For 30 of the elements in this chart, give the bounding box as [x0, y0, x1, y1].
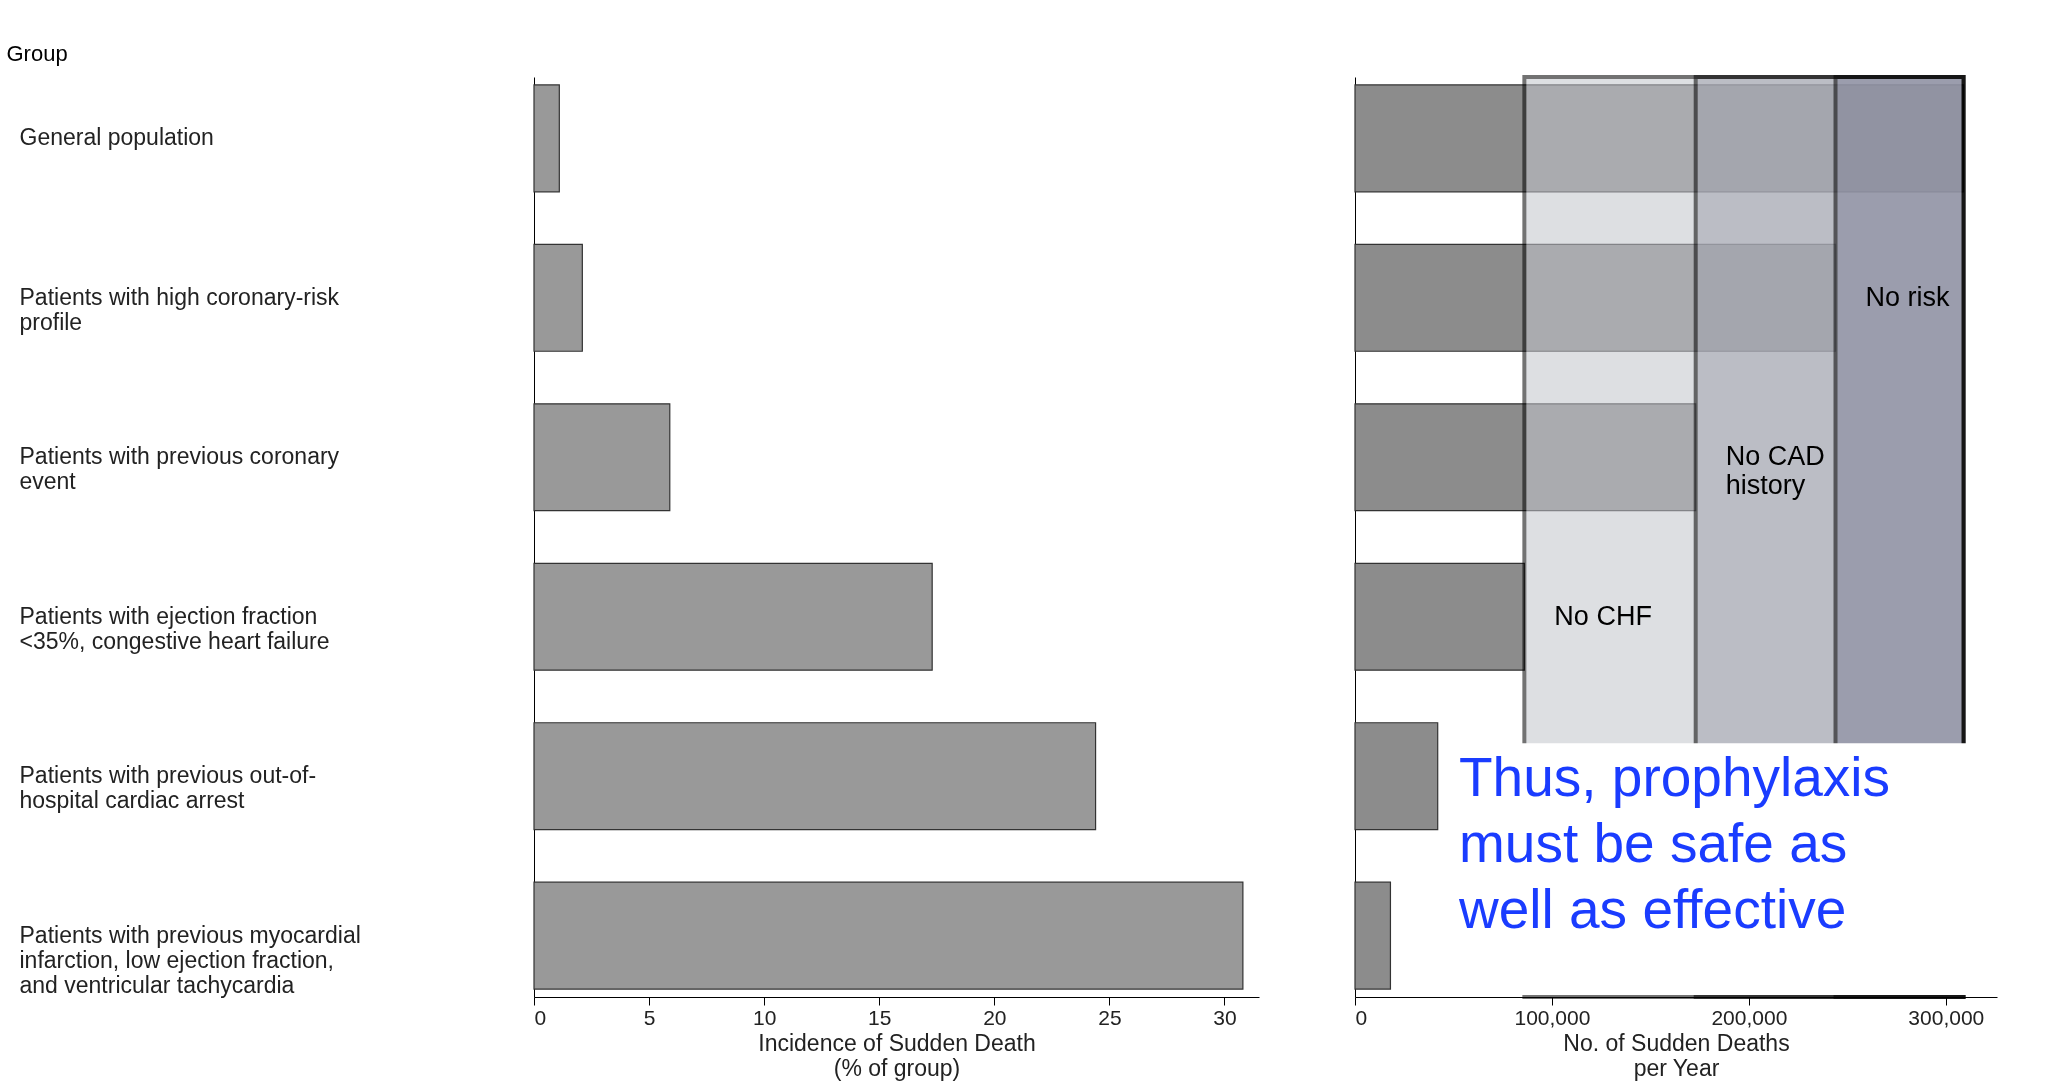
x-tick-label: 15 [868, 1005, 892, 1029]
y-tick-label: Patients with previous out-of-hospital cardiac arrest [19, 762, 317, 814]
y-tick-label: Patients with previous myocardial infarction, low ejection fraction, and ventricular tachycardia [19, 921, 361, 998]
x-tick-label: 200,000 [1711, 1005, 1788, 1029]
bar [533, 881, 1244, 990]
bar [533, 403, 671, 512]
x-tick-label: 300,000 [1908, 1005, 1985, 1029]
bar [533, 84, 560, 193]
x-tick-label: 10 [752, 1005, 777, 1029]
x-axis-title: No. of Sudden Deaths per Year [1563, 1029, 1790, 1081]
band-label: No CHF [1554, 600, 1652, 631]
x-tick-label: 20 [983, 1005, 1007, 1029]
x-axis-title: Incidence of Sudden Death (% of group) [758, 1029, 1036, 1081]
y-axis-title: Group [6, 40, 68, 66]
x-tick-label: 5 [643, 1005, 656, 1029]
bar [533, 722, 1097, 831]
bar [533, 243, 583, 352]
y-tick-label: Patients with previous coronary event [19, 443, 340, 495]
y-tick-label: General population [19, 124, 214, 151]
x-tick-label: 0 [534, 1005, 547, 1029]
x-tick-label: 25 [1098, 1005, 1122, 1029]
annotation: Thus, prophylaxis must be safe as well as effective [1458, 746, 1891, 941]
band-label: No risk [1865, 281, 1951, 312]
x-tick-label: 0 [1355, 1005, 1368, 1029]
x-tick-label: 100,000 [1514, 1005, 1591, 1029]
bar [533, 562, 933, 671]
band-label: No CAD history [1725, 441, 1825, 501]
y-tick-label: Patients with ejection fraction <35%, congestive heart failure [19, 602, 330, 654]
y-tick-label: Patients with high coronary-risk profile [19, 283, 340, 335]
x-tick-label: 30 [1213, 1005, 1237, 1029]
